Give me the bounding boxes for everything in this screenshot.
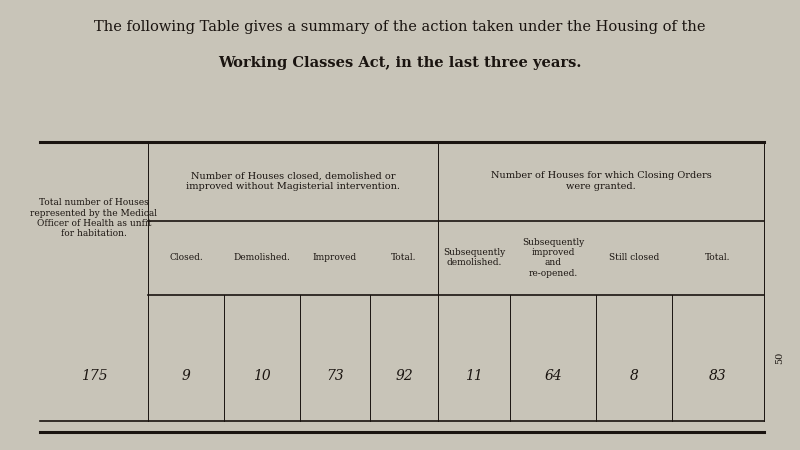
Text: Total number of Houses
represented by the Medical
Officer of Health as unfit
for: Total number of Houses represented by th…	[30, 198, 158, 238]
Text: The following Table gives a summary of the action taken under the Housing of the: The following Table gives a summary of t…	[94, 20, 706, 34]
Text: 64: 64	[544, 369, 562, 383]
Text: 73: 73	[326, 369, 344, 383]
Text: 92: 92	[395, 369, 413, 383]
Text: Total.: Total.	[391, 253, 417, 262]
Text: Number of Houses for which Closing Orders
were granted.: Number of Houses for which Closing Order…	[491, 171, 711, 191]
Text: Subsequently
improved
and
re-opened.: Subsequently improved and re-opened.	[522, 238, 584, 278]
Text: Improved: Improved	[313, 253, 357, 262]
Text: 10: 10	[253, 369, 271, 383]
Text: Demolished.: Demolished.	[234, 253, 290, 262]
Text: Still closed: Still closed	[609, 253, 659, 262]
Text: 175: 175	[81, 369, 107, 383]
Text: Number of Houses closed, demolished or
improved without Magisterial intervention: Number of Houses closed, demolished or i…	[186, 171, 400, 191]
Text: Subsequently
demolished.: Subsequently demolished.	[443, 248, 506, 267]
Text: Closed.: Closed.	[169, 253, 203, 262]
Text: 83: 83	[709, 369, 727, 383]
Text: Total.: Total.	[706, 253, 730, 262]
Text: 9: 9	[182, 369, 190, 383]
Text: 50: 50	[775, 351, 785, 364]
Text: 8: 8	[630, 369, 638, 383]
Text: Working Classes Act, in the last three years.: Working Classes Act, in the last three y…	[218, 56, 582, 70]
Text: 11: 11	[466, 369, 483, 383]
